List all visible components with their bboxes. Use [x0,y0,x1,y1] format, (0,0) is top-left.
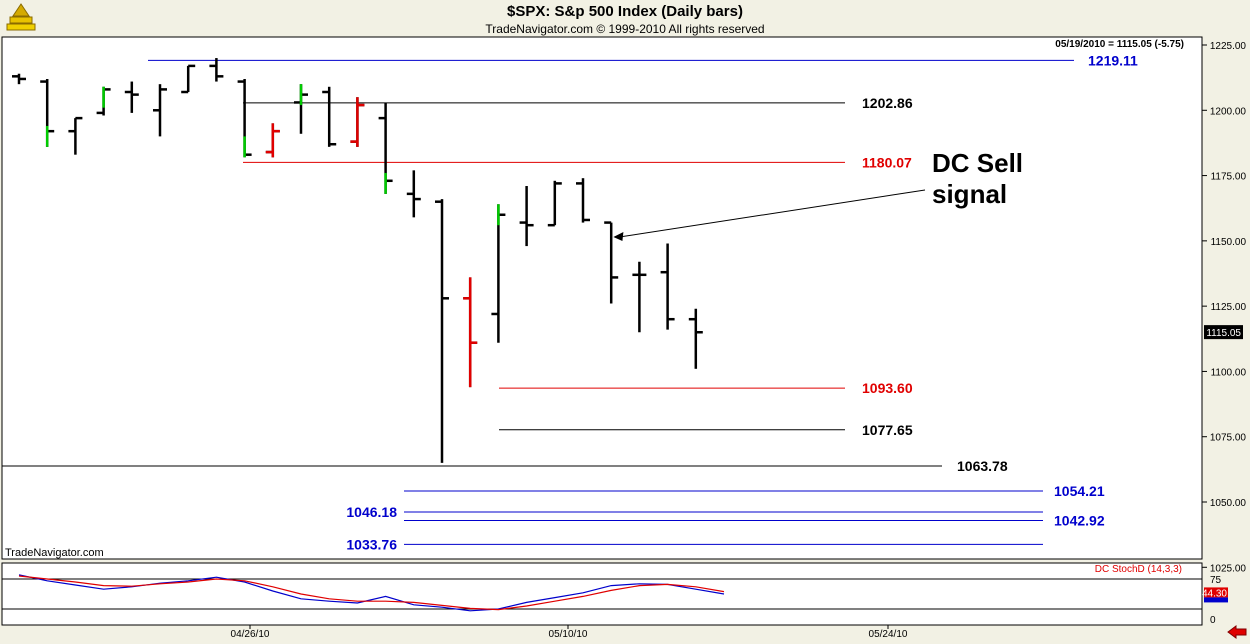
ohlc-bar [604,221,619,304]
main-plot-area [1,36,1203,560]
tradenavigator-logo-icon [4,2,38,37]
level-label: 1202.86 [862,95,913,111]
ohlc-bar [406,170,421,218]
y-tick-label: 1200.00 [1210,106,1247,117]
annotation-arrow-head-icon [613,232,624,242]
y-tick-label: 1100.00 [1211,367,1247,378]
level-label: 1093.60 [862,380,913,396]
ohlc-bar [12,73,26,85]
ohlc-bar [124,81,139,113]
ohlc-bar [294,84,308,134]
ohlc-bar [547,180,562,227]
ohlc-bar [378,102,393,194]
scroll-left-arrow-icon[interactable] [1226,625,1248,644]
ohlc-bar [660,243,675,330]
indicator-name: DC StochD (14,3,3) [1095,564,1182,575]
indicator-tick-label: 0 [1210,615,1216,626]
annotation-line1: DC Sell [932,148,1023,178]
brand-footer: TradeNavigator.com [5,547,104,559]
ohlc-bar [688,308,703,369]
chart-title: $SPX: S&p 500 Index (Daily bars) [507,3,743,20]
ohlc-bar [181,64,196,94]
y-tick-label: 1175.00 [1211,172,1247,183]
ohlc-bar [40,78,55,147]
level-label: 1077.65 [862,422,913,438]
indicator-tick-label: 75 [1210,575,1222,586]
ohlc-bar [350,97,365,147]
indicator-last-value: 44.30 [1202,588,1227,599]
indicator-value-box-blue [1204,597,1228,603]
indicator-plot-area [1,562,1203,626]
chart-subtitle: TradeNavigator.com © 1999-2010 All right… [485,22,765,36]
ohlc-bar [153,84,167,137]
level-label: 1063.78 [957,458,1008,474]
last-price-box [1204,325,1243,340]
x-tick-label: 04/26/10 [231,629,270,640]
x-tick-label: 05/10/10 [549,629,588,640]
ohlc-bar [265,123,280,158]
y-tick-label: 1025.00 [1210,563,1247,574]
level-label: 1046.18 [346,504,397,520]
level-label: 1042.92 [1054,512,1105,528]
y-tick-label: 1125.00 [1211,302,1247,313]
ohlc-bar [463,277,478,388]
ohlc-bar [96,86,111,116]
indicator-value-box [1204,587,1228,598]
annotation-line2: signal [932,179,1007,209]
y-tick-label: 1225.00 [1210,41,1247,52]
y-tick-label: 1150.00 [1211,237,1247,248]
ohlc-bar [209,58,224,82]
date-axis-strip [2,626,1202,642]
date-readout: 05/19/2010 = 1115.05 (-5.75) [1055,39,1184,50]
ohlc-bar [491,204,506,343]
annotation-arrow-line [619,189,926,238]
ohlc-bar [322,86,337,147]
x-tick-label: 05/24/10 [869,629,908,640]
stoch-red-line [18,575,725,611]
ohlc-bar [632,261,647,333]
ohlc-bar [435,199,449,463]
level-label: 1219.11 [1088,52,1138,68]
level-label: 1054.21 [1054,483,1105,499]
level-label: 1033.76 [346,536,397,552]
y-tick-label: 1075.00 [1210,433,1247,444]
level-label: 1180.07 [862,154,912,170]
ohlc-bar [237,78,252,158]
last-price-label: 1115.05 [1206,328,1241,339]
ohlc-bar [519,186,534,247]
ohlc-bar [68,116,83,155]
y-tick-label: 1050.00 [1210,498,1247,509]
ohlc-bar [576,178,590,223]
